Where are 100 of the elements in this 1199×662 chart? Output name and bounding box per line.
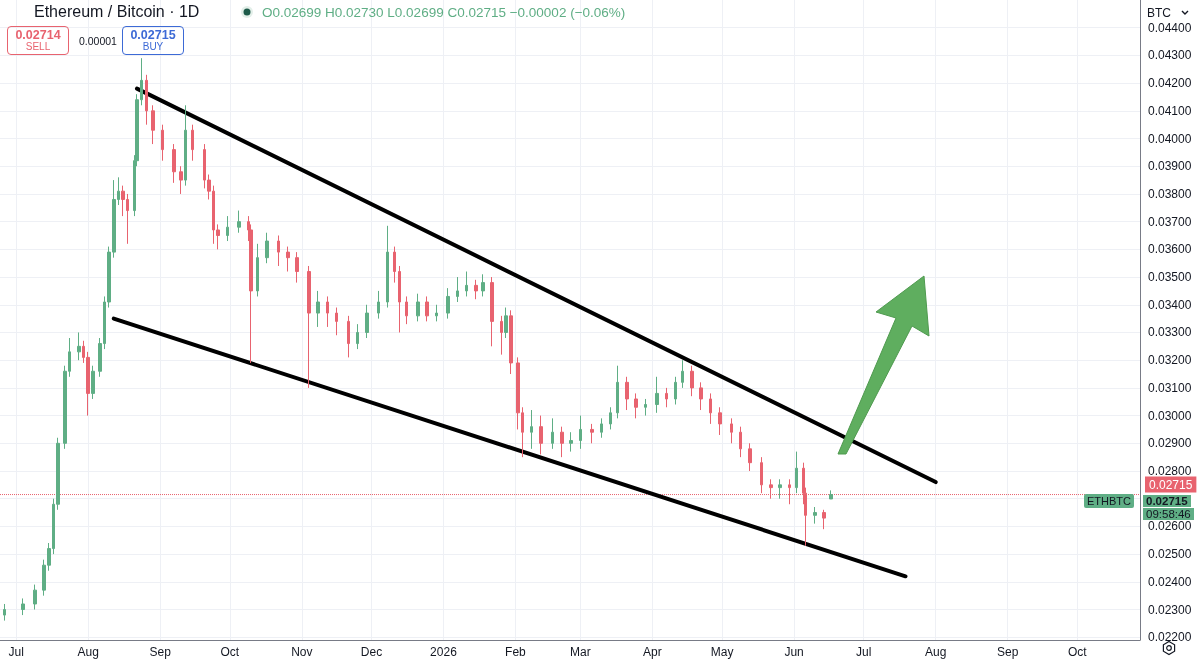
candlestick	[326, 295, 329, 328]
y-tick-label: 0.03100	[1148, 380, 1192, 395]
y-tick-label: 0.04100	[1148, 103, 1192, 118]
candlestick	[600, 417, 603, 439]
y-tick-label: 0.03000	[1148, 408, 1192, 423]
y-tick-label: 0.03900	[1148, 159, 1192, 174]
y-tick-label: 0.04200	[1148, 76, 1192, 91]
x-tick-label: Jun	[784, 645, 804, 659]
candlestick	[386, 225, 389, 309]
candlestick	[405, 295, 408, 325]
y-tick-label: 0.02300	[1148, 602, 1192, 617]
x-tick-label: Jul	[8, 645, 24, 659]
candlestick	[356, 323, 359, 350]
candlestick	[504, 307, 508, 339]
x-tick-label: Feb	[505, 645, 527, 659]
x-tick-label: Oct	[1067, 645, 1088, 659]
x-tick-label: May	[710, 645, 734, 659]
annotation: ETHBTC	[1084, 494, 1134, 508]
candlestick	[655, 376, 659, 414]
candlestick	[307, 265, 311, 389]
candlestick	[644, 398, 647, 417]
candlestick	[347, 315, 350, 358]
candlestick	[465, 271, 468, 297]
candlestick	[739, 426, 742, 458]
candlestick	[33, 584, 37, 611]
candlestick	[3, 603, 6, 622]
candlestick	[277, 235, 280, 267]
candlestick	[709, 392, 712, 425]
annotation: SELL	[24, 41, 52, 52]
candlestick	[286, 246, 290, 273]
y-tick-label: 0.04400	[1148, 20, 1192, 35]
candlestick	[481, 273, 485, 297]
candlestick	[500, 315, 503, 356]
ref-line-label: 0.02715	[1149, 477, 1193, 492]
x-tick-label: Sep	[996, 645, 1019, 659]
x-tick-label: 2026	[430, 645, 458, 659]
candlestick	[829, 489, 833, 500]
candlestick	[730, 417, 733, 444]
candlestick	[179, 165, 183, 195]
candlestick	[416, 293, 420, 322]
candlestick	[569, 431, 573, 453]
y-tick-label: 0.02400	[1148, 574, 1192, 589]
candlestick	[77, 331, 81, 361]
y-tick-label: 0.03700	[1148, 214, 1192, 229]
candlestick	[398, 265, 401, 333]
candlestick	[435, 304, 438, 322]
x-tick-label: Dec	[360, 645, 383, 659]
candlestick	[237, 210, 241, 234]
x-tick-label: Aug	[77, 645, 99, 659]
candlestick	[760, 456, 763, 494]
x-tick-label: Sep	[149, 645, 172, 659]
candlestick	[265, 232, 269, 264]
candlestick	[151, 104, 155, 145]
y-tick-label: 0.03800	[1148, 186, 1192, 201]
candlestick	[456, 276, 459, 303]
candlestick	[795, 451, 798, 494]
candlestick	[681, 359, 684, 389]
candlestick	[425, 295, 429, 322]
x-tick-label: Oct	[220, 645, 240, 659]
annotation: O0.02699 H0.02730 L0.02699 C0.02715 −0.00002 (−0.06%)	[262, 5, 626, 20]
y-tick-label: 0.02200	[1148, 630, 1192, 645]
chart-title: Ethereum / Bitcoin · 1D	[34, 3, 200, 21]
candlestick	[718, 406, 722, 436]
text: 0.02715	[1143, 495, 1191, 507]
candlestick	[778, 478, 782, 500]
candlestick	[539, 415, 543, 455]
y-tick-label: 0.03600	[1148, 242, 1192, 257]
candlestick	[590, 423, 594, 444]
candlestick	[446, 287, 450, 320]
y-tick-label: 0.04000	[1148, 131, 1192, 146]
candlestick	[365, 304, 369, 339]
candlestick	[560, 426, 564, 458]
x-tick-label: Jul	[856, 645, 872, 659]
candlestick	[172, 143, 176, 184]
candlestick	[145, 74, 148, 126]
candlestick	[474, 279, 478, 300]
annotation: BUY	[141, 41, 165, 52]
candlestick	[335, 307, 338, 336]
candlestick	[634, 392, 638, 419]
text: 09:58:46	[1143, 508, 1194, 520]
candlestick	[609, 406, 612, 430]
x-tick-label: Nov	[291, 645, 313, 659]
candlestick	[490, 276, 494, 347]
candlestick	[674, 376, 677, 405]
candlestick	[295, 251, 299, 284]
candlestick	[616, 365, 619, 419]
annotation: 0.02715	[129, 28, 177, 42]
annotation: 0.00001	[79, 35, 117, 47]
candlestick	[377, 290, 380, 320]
candlestick	[91, 365, 95, 400]
candlestick	[256, 243, 259, 297]
y-tick-label: 0.02800	[1148, 464, 1192, 478]
x-tick-label: Aug	[925, 645, 947, 659]
candlestick	[226, 215, 229, 242]
candlestick	[699, 381, 703, 411]
candlestick	[191, 124, 194, 162]
candlestick	[393, 246, 396, 284]
candlestick	[530, 409, 533, 450]
y-tick-label: 0.02600	[1148, 519, 1192, 534]
y-tick-label: 0.03300	[1148, 325, 1192, 340]
